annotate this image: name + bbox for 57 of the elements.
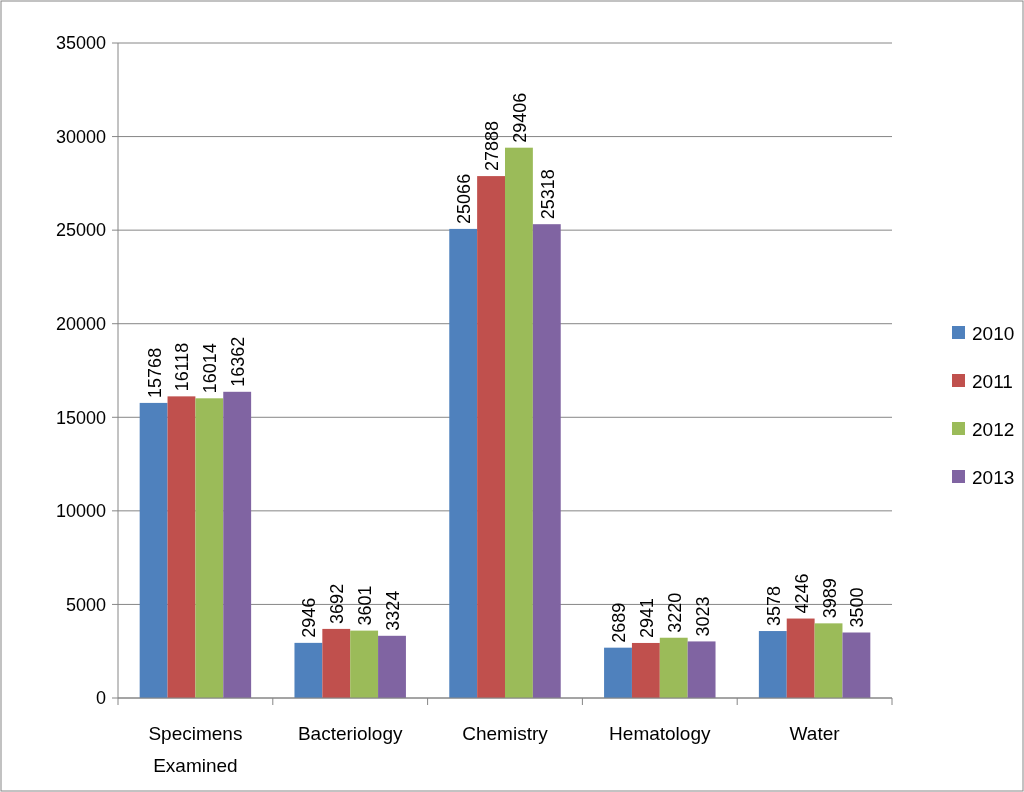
y-tick-label: 35000 — [55, 33, 106, 54]
bar — [814, 623, 843, 698]
data-label: 3220 — [664, 592, 685, 633]
legend-label: 2011 — [972, 370, 1013, 392]
bar — [532, 224, 561, 698]
y-tick-label: 5000 — [65, 594, 106, 615]
bar — [786, 618, 815, 698]
x-tick-label: Water — [789, 723, 841, 744]
data-label: 16014 — [200, 343, 221, 394]
legend-label: 2010 — [972, 322, 1015, 344]
data-label: 3578 — [763, 585, 784, 627]
bar — [604, 647, 632, 698]
data-label: 15768 — [144, 347, 165, 398]
data-label: 16118 — [172, 342, 193, 392]
data-label: 3692 — [327, 583, 348, 624]
data-label: 3601 — [355, 585, 376, 626]
bar — [477, 176, 505, 698]
bar — [350, 630, 379, 698]
y-tick-label: 0 — [95, 688, 106, 709]
bar — [294, 642, 323, 698]
data-label: 3500 — [847, 587, 868, 628]
bar — [195, 398, 224, 698]
y-tick-label: 30000 — [55, 126, 106, 147]
data-label: 3023 — [692, 596, 713, 637]
x-tick-label: Specimens Examined — [148, 723, 243, 776]
bar — [223, 391, 252, 698]
data-label: 25066 — [454, 173, 475, 224]
bar — [322, 628, 351, 698]
data-label: 2941 — [636, 597, 657, 638]
data-label: 29406 — [509, 92, 530, 143]
y-tick-label: 20000 — [55, 314, 106, 335]
bar — [842, 632, 871, 698]
x-tick-label: Hematology — [609, 723, 711, 744]
bar — [505, 147, 533, 698]
bar — [687, 641, 716, 698]
x-tick-label: Bacteriology — [297, 723, 403, 744]
data-label: 2689 — [609, 602, 629, 643]
data-label: 4246 — [791, 573, 812, 614]
legend-label: 2013 — [972, 466, 1015, 488]
legend-label: 2012 — [972, 418, 1015, 440]
bar — [631, 642, 660, 698]
bar — [758, 631, 787, 698]
bar — [449, 228, 478, 698]
data-label: 16362 — [228, 336, 249, 387]
data-label: 3324 — [383, 590, 403, 631]
bar — [139, 402, 168, 698]
bar — [659, 637, 688, 698]
data-label: 3989 — [819, 578, 840, 619]
y-tick-label: 10000 — [55, 501, 106, 522]
data-label: 2946 — [299, 597, 320, 638]
x-tick-label: Chemistry — [462, 723, 549, 744]
bar — [167, 396, 196, 698]
y-tick-label: 25000 — [55, 220, 106, 241]
y-tick-label: 15000 — [55, 407, 106, 428]
data-label: 27888 — [482, 121, 503, 172]
data-label: 25318 — [537, 169, 558, 220]
bar — [378, 635, 406, 698]
